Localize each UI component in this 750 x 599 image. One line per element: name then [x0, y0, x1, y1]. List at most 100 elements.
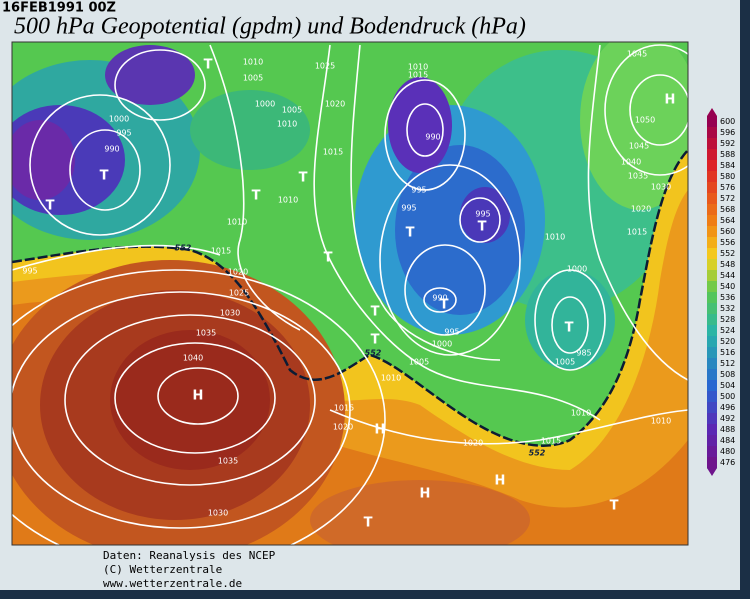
isobar-label: 1005 [282, 106, 302, 115]
colorbar-swatch [707, 248, 717, 260]
colorbar-swatch [707, 149, 717, 161]
colorbar-swatch [707, 237, 717, 249]
colorbar-swatch [707, 193, 717, 205]
colorbar-label: 508 [720, 370, 735, 379]
colorbar-label: 552 [720, 249, 735, 258]
colorbar-label: 588 [720, 150, 735, 159]
isobar-label: 1035 [628, 172, 648, 181]
pressure-center: T [565, 321, 574, 336]
colorbar-swatch [707, 413, 717, 425]
colorbar-label: 544 [720, 271, 735, 280]
colorbar-swatch [707, 446, 717, 458]
pressure-center: T [610, 499, 619, 514]
isobar-label: 1015 [211, 247, 231, 256]
contour-label: 552 [175, 244, 192, 253]
isobar-label: 1010 [571, 409, 591, 418]
isobar-label: 1000 [255, 100, 275, 109]
page: 16FEB1991 00Z 500 hPa Geopotential (gpdm… [0, 0, 740, 590]
pressure-center: H [193, 389, 204, 404]
isobar-label: 1005 [409, 358, 429, 367]
isobar-label: 1010 [277, 120, 297, 129]
isobar-label: 1045 [629, 142, 649, 151]
pressure-center: T [299, 171, 308, 186]
colorbar-label: 564 [720, 216, 735, 225]
colorbar-swatch [707, 303, 717, 315]
isobar-label: 1050 [635, 116, 655, 125]
colorbar-swatch [707, 336, 717, 348]
colorbar-label: 476 [720, 458, 735, 467]
isobar-label: 1015 [627, 228, 647, 237]
isobar-label: 1030 [208, 509, 228, 518]
colorbar-swatch [707, 259, 717, 271]
pressure-center: H [375, 423, 386, 438]
colorbar-swatch [707, 358, 717, 370]
isobar-label: 995 [475, 210, 490, 219]
pressure-center: T [204, 58, 213, 73]
colorbar-swatch [707, 160, 717, 172]
isobar-label: 995 [116, 129, 131, 138]
colorbar-label: 532 [720, 304, 735, 313]
pressure-center: T [440, 298, 449, 313]
isobar-label: 995 [411, 186, 426, 195]
colorbar-label: 524 [720, 326, 735, 335]
isobar-label: 1010 [408, 63, 428, 72]
isobar-label: 1020 [333, 423, 353, 432]
footer-line: www.wetterzentrale.de [103, 577, 242, 590]
isobar-label: 1015 [323, 148, 343, 157]
colorbar-swatch [707, 204, 717, 216]
isobar-label: 1010 [651, 417, 671, 426]
isobar-label: 1010 [278, 196, 298, 205]
isobar-label: 1030 [651, 183, 671, 192]
map-frame [11, 41, 689, 546]
isobar-label: 1005 [555, 358, 575, 367]
colorbar-label: 600 [720, 117, 735, 126]
pressure-center: T [324, 251, 333, 266]
colorbar-label: 540 [720, 282, 735, 291]
isobars [12, 44, 688, 545]
pressure-center: T [364, 516, 373, 531]
pressure-center: H [420, 487, 431, 502]
colorbar-label: 520 [720, 337, 735, 346]
colorbar-swatch [707, 182, 717, 194]
colorbar-label: 584 [720, 161, 735, 170]
isobar-label: 995 [22, 267, 37, 276]
colorbar-label: 560 [720, 227, 735, 236]
contour-label: 552 [365, 349, 382, 358]
isobar-label: 990 [425, 133, 440, 142]
isobar-label: 1015 [334, 404, 354, 413]
colorbar-label: 492 [720, 414, 735, 423]
colorbar-label: 596 [720, 128, 735, 137]
isobar-label: 1000 [567, 265, 587, 274]
isobar-label: 1025 [315, 62, 335, 71]
pressure-center: T [252, 189, 261, 204]
colorbar-swatch [707, 127, 717, 139]
colorbar-label: 484 [720, 436, 735, 445]
isobar-label: 1010 [227, 218, 247, 227]
colorbar-label: 572 [720, 194, 735, 203]
colorbar-swatch [707, 424, 717, 436]
isobar-label: 1000 [109, 115, 129, 124]
colorbar-label: 504 [720, 381, 735, 390]
colorbar-swatch [707, 270, 717, 282]
colorbar-label: 496 [720, 403, 735, 412]
isobar-label: 995 [401, 204, 416, 213]
colorbar-swatch [707, 215, 717, 227]
colorbar-label: 592 [720, 139, 735, 148]
colorbar-swatch [707, 391, 717, 403]
isobar-label: 1000 [432, 340, 452, 349]
colorbar-swatch [707, 116, 717, 128]
colorbar-label: 556 [720, 238, 735, 247]
contour-label: 552 [529, 449, 546, 458]
colorbar-label: 488 [720, 425, 735, 434]
colorbar-label: 480 [720, 447, 735, 456]
colorbar-label: 536 [720, 293, 735, 302]
pressure-center: T [371, 305, 380, 320]
pressure-center: T [406, 226, 415, 241]
colorbar-swatch [707, 369, 717, 381]
isobar-label: 1005 [243, 74, 263, 83]
pressure-center: T [100, 169, 109, 184]
colorbar-label: 528 [720, 315, 735, 324]
pressure-center: H [665, 93, 676, 108]
pressure-center: T [46, 199, 55, 214]
colorbar-swatch [707, 138, 717, 150]
